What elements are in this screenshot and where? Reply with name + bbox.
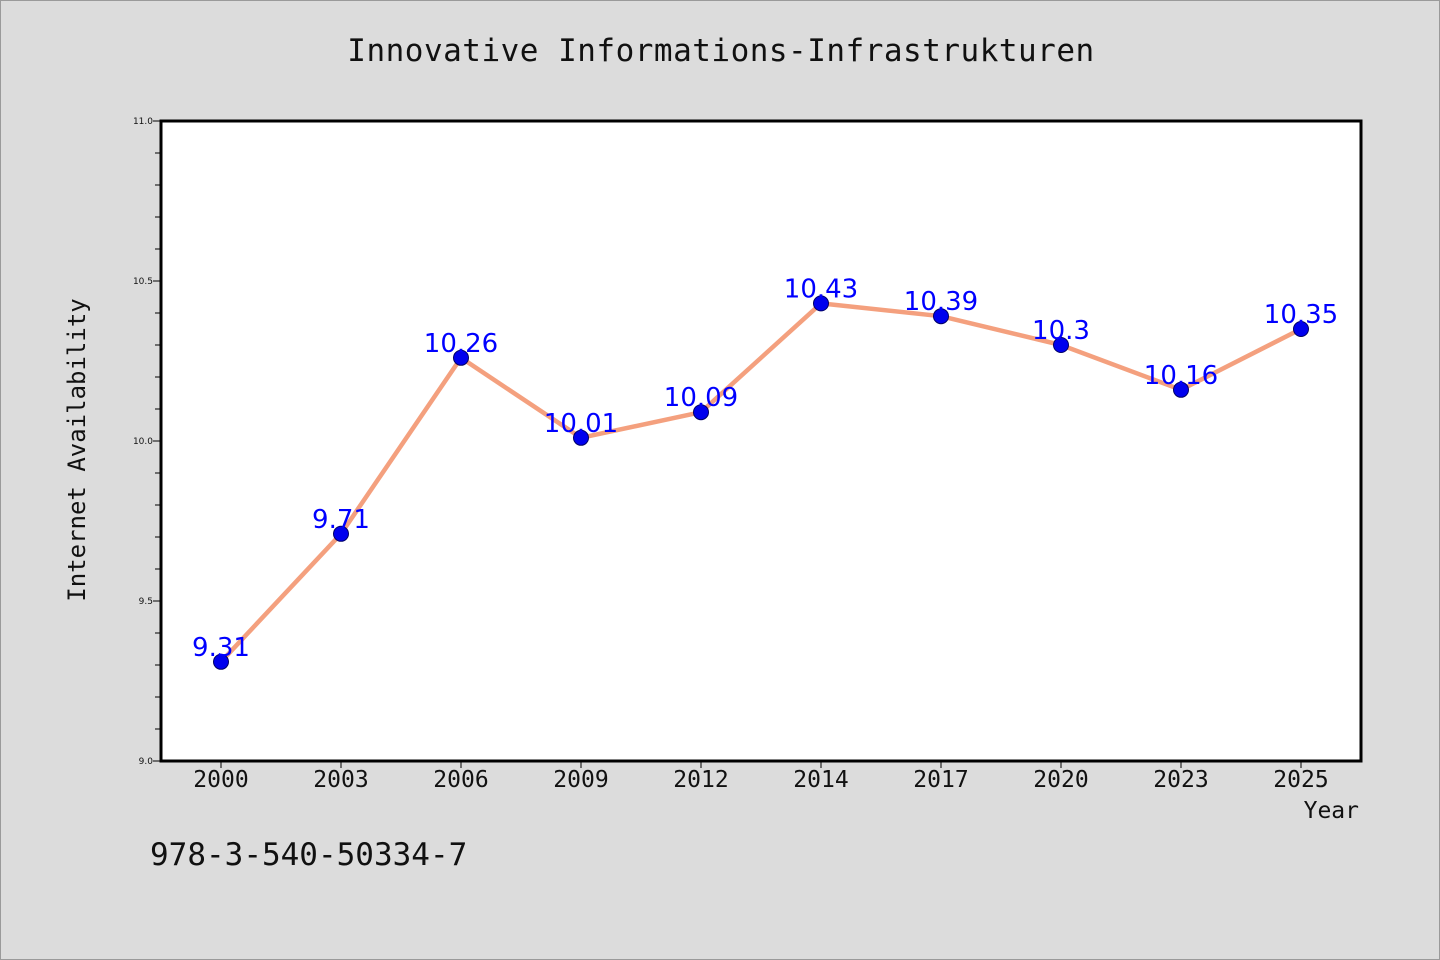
data-point — [813, 295, 829, 312]
data-label: 10.39 — [904, 287, 978, 317]
data-label: 10.26 — [424, 329, 498, 359]
y-tick-label: 10.0 — [133, 437, 153, 447]
data-label: 9.31 — [192, 633, 250, 663]
x-tick-label: 2017 — [913, 767, 968, 793]
data-label: 10.09 — [664, 383, 738, 413]
plot-background — [161, 121, 1361, 761]
data-point — [1053, 337, 1069, 353]
plot-frame — [159, 119, 1363, 763]
series-line — [218, 301, 1304, 665]
data-point — [573, 429, 589, 446]
data-point — [1293, 321, 1309, 337]
isbn-annotation: 978-3-540-50334-7 — [150, 837, 468, 873]
x-axis-label: Year — [1303, 798, 1359, 824]
data-point — [933, 308, 949, 325]
data-label: 10.01 — [544, 409, 618, 439]
data-label: 10.35 — [1264, 300, 1338, 330]
data-point — [453, 349, 469, 366]
x-tick-label: 2009 — [553, 767, 608, 793]
data-label: 10.16 — [1144, 361, 1218, 391]
data-point — [333, 525, 349, 542]
y-tick-label: 9.0 — [139, 757, 154, 767]
x-tick-label: 2000 — [193, 767, 248, 793]
x-tick-label: 2006 — [433, 767, 488, 793]
data-label: 10.3 — [1032, 316, 1090, 346]
x-tick-label: 2025 — [1273, 767, 1328, 793]
y-tick-label: 10.5 — [133, 277, 153, 287]
data-label: 10.43 — [784, 274, 858, 304]
x-tick-label: 2020 — [1033, 767, 1088, 793]
y-tick-label: 11.0 — [133, 117, 153, 127]
x-tick-label: 2014 — [793, 767, 848, 793]
data-point — [213, 653, 229, 670]
x-tick-label: 2003 — [313, 767, 368, 793]
x-tick-label: 2023 — [1153, 767, 1208, 793]
data-label: 9.71 — [312, 505, 370, 535]
chart-title: Innovative Informations-Infrastrukturen — [347, 33, 1095, 69]
x-tick-label: 2012 — [673, 767, 728, 793]
data-point — [1173, 381, 1189, 398]
y-tick-label: 9.5 — [139, 597, 153, 607]
data-point — [693, 404, 709, 421]
